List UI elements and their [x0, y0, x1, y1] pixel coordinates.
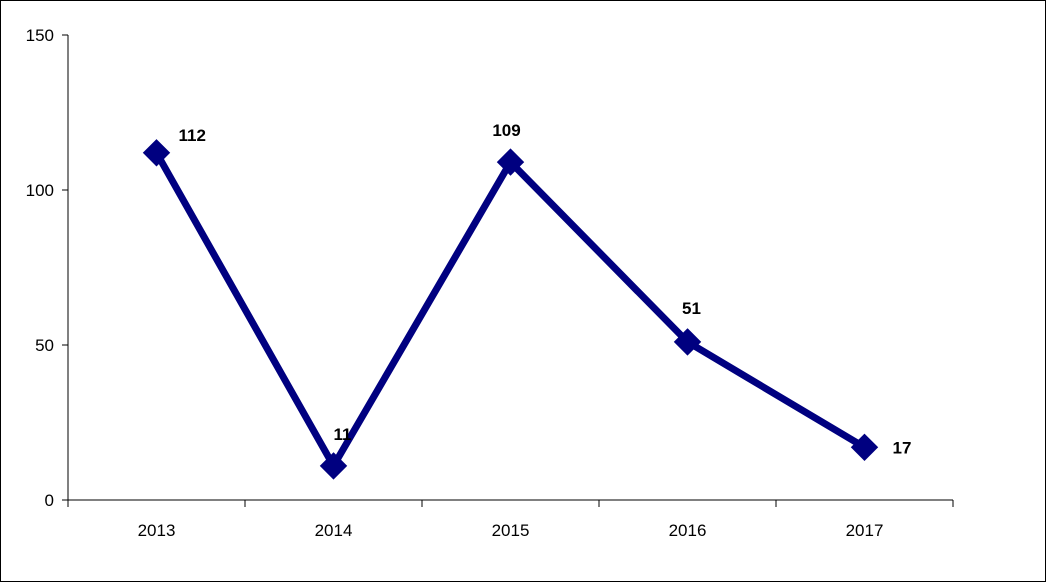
axes: 0 50 100 150 2013 2014 2015 2016 2017 — [26, 26, 954, 540]
data-label: 17 — [893, 438, 912, 457]
series-layer — [142, 139, 879, 480]
y-tick-label: 100 — [26, 181, 54, 200]
x-tick-label: 2013 — [138, 521, 176, 540]
x-tick-label: 2015 — [492, 521, 530, 540]
data-point-marker — [319, 452, 348, 480]
data-point-marker — [673, 328, 702, 356]
x-tick-label: 2014 — [315, 521, 353, 540]
data-labels: 112 11 109 51 17 — [179, 121, 912, 457]
data-point-marker — [496, 148, 525, 176]
data-label: 11 — [334, 425, 352, 444]
x-tick-label: 2016 — [669, 521, 707, 540]
data-point-marker — [850, 433, 879, 462]
series-line — [153, 151, 867, 473]
data-label: 109 — [492, 121, 520, 140]
data-label: 51 — [682, 299, 701, 318]
y-tick-label: 0 — [45, 491, 54, 510]
data-label: 112 — [179, 126, 206, 145]
y-tick-label: 150 — [26, 26, 54, 45]
x-tick-label: 2017 — [846, 521, 884, 540]
y-tick-label: 50 — [35, 336, 54, 355]
data-point-marker — [142, 139, 171, 167]
